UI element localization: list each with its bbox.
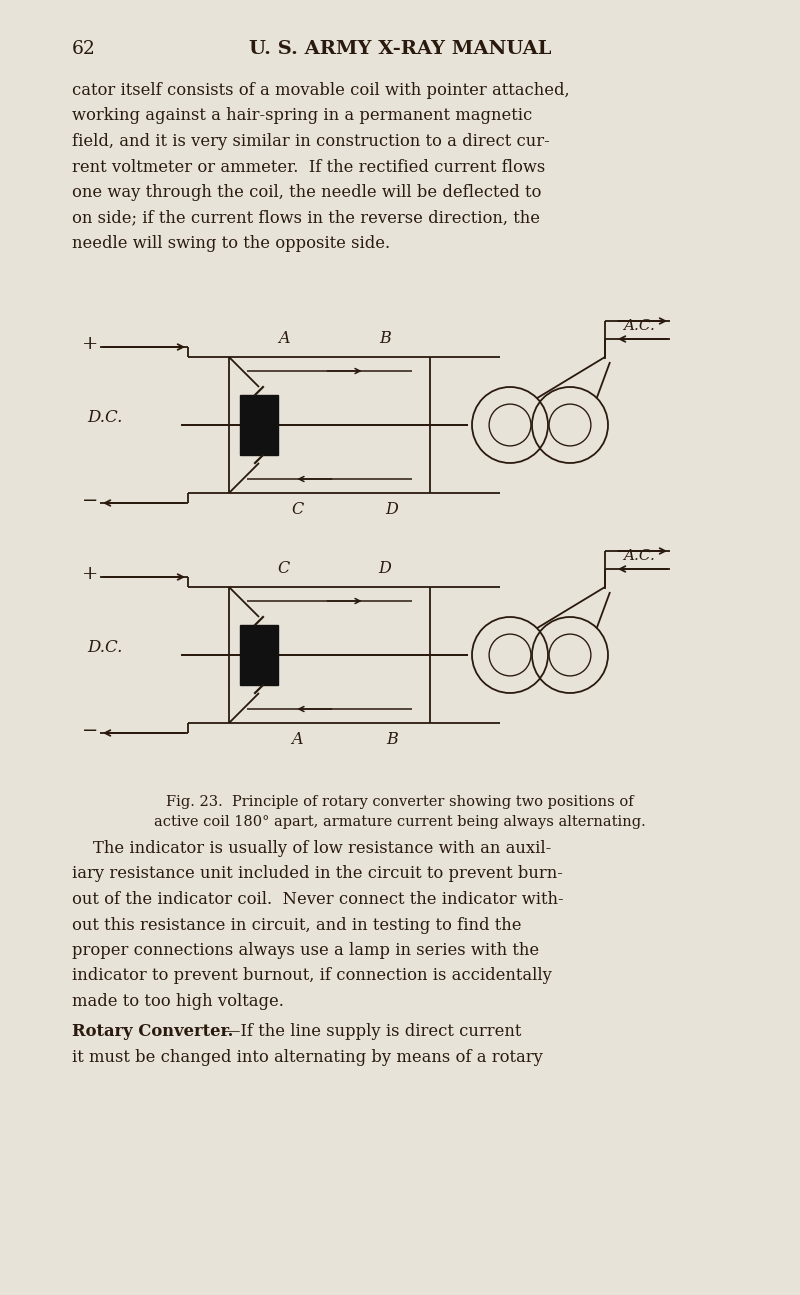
Text: indicator to prevent burnout, if connection is accidentally: indicator to prevent burnout, if connect…: [72, 967, 552, 984]
Text: rent voltmeter or ammeter.  If the rectified current flows: rent voltmeter or ammeter. If the rectif…: [72, 158, 546, 176]
Text: proper connections always use a lamp in series with the: proper connections always use a lamp in …: [72, 941, 539, 960]
Text: Rotary Converter.: Rotary Converter.: [72, 1023, 234, 1040]
Text: out this resistance in circuit, and in testing to find the: out this resistance in circuit, and in t…: [72, 917, 522, 934]
Text: B: B: [379, 330, 391, 347]
Text: working against a hair-spring in a permanent magnetic: working against a hair-spring in a perma…: [72, 107, 532, 124]
Text: cator itself consists of a movable coil with pointer attached,: cator itself consists of a movable coil …: [72, 82, 570, 98]
Text: on side; if the current flows in the reverse direction, the: on side; if the current flows in the rev…: [72, 210, 540, 227]
Text: active coil 180° apart, armature current being always alternating.: active coil 180° apart, armature current…: [154, 815, 646, 829]
Text: A.C.: A.C.: [623, 319, 655, 333]
Text: Fig. 23.  Principle of rotary converter showing two positions of: Fig. 23. Principle of rotary converter s…: [166, 795, 634, 809]
Text: D.C.: D.C.: [87, 408, 122, 426]
Text: iary resistance unit included in the circuit to prevent burn-: iary resistance unit included in the cir…: [72, 865, 563, 882]
Text: made to too high voltage.: made to too high voltage.: [72, 993, 284, 1010]
Text: 62: 62: [72, 40, 96, 58]
Text: D: D: [378, 559, 391, 578]
Text: —If the line supply is direct current: —If the line supply is direct current: [224, 1023, 522, 1040]
Text: −: −: [82, 492, 98, 510]
Text: A.C.: A.C.: [623, 549, 655, 563]
Text: D.C.: D.C.: [87, 638, 122, 655]
Text: U. S. ARMY X-RAY MANUAL: U. S. ARMY X-RAY MANUAL: [249, 40, 551, 58]
Text: needle will swing to the opposite side.: needle will swing to the opposite side.: [72, 234, 390, 253]
Bar: [240, 395, 278, 455]
Text: A: A: [291, 730, 302, 749]
Text: field, and it is very similar in construction to a direct cur-: field, and it is very similar in constru…: [72, 133, 550, 150]
Text: C: C: [291, 501, 303, 518]
Text: one way through the coil, the needle will be deflected to: one way through the coil, the needle wil…: [72, 184, 542, 201]
Text: +: +: [82, 335, 98, 354]
Text: it must be changed into alternating by means of a rotary: it must be changed into alternating by m…: [72, 1049, 543, 1066]
Text: out of the indicator coil.  Never connect the indicator with-: out of the indicator coil. Never connect…: [72, 891, 564, 908]
Text: A: A: [278, 330, 290, 347]
Text: D: D: [386, 501, 398, 518]
Bar: [240, 625, 278, 685]
Text: −: −: [82, 723, 98, 739]
Text: C: C: [278, 559, 290, 578]
Text: The indicator is usually of low resistance with an auxil-: The indicator is usually of low resistan…: [72, 840, 551, 857]
Text: +: +: [82, 565, 98, 583]
Text: B: B: [386, 730, 398, 749]
